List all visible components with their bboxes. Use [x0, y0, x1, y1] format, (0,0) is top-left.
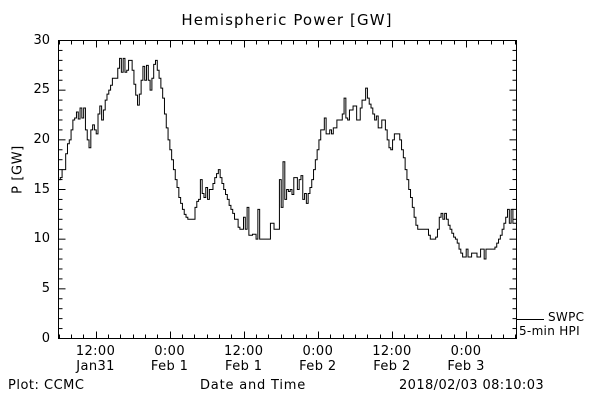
page-title: Hemispheric Power [GW]	[181, 11, 393, 29]
x-tick-label-date: Feb 3	[447, 359, 485, 374]
timestamp: 2018/02/03 08:10:03	[399, 378, 545, 393]
x-tick-label-time: 0:00	[154, 344, 186, 359]
x-tick-label-date: Feb 1	[150, 359, 189, 374]
x-axis-ticks	[59, 40, 516, 339]
y-tick-label: 10	[33, 231, 50, 247]
y-tick-label: 20	[33, 131, 50, 147]
x-tick-label-time: 12:00	[372, 344, 412, 359]
series-line-swpc-hpi	[58, 57, 517, 260]
x-tick-label-time: 0:00	[450, 344, 482, 359]
y-axis-ticks	[58, 40, 517, 339]
plot-credit: Plot: CCMC	[8, 378, 85, 393]
x-axis-label: Date and Time	[200, 378, 307, 393]
y-tick-label: 5	[41, 280, 50, 296]
legend-label-source: SWPC	[548, 310, 585, 324]
x-tick-label-date: Feb 2	[299, 359, 337, 374]
x-tick-label-time: 12:00	[75, 344, 116, 359]
data-series-group	[58, 57, 517, 260]
legend-label-product: 5-min HPI	[519, 324, 580, 338]
y-tick-label: 25	[33, 82, 50, 98]
x-tick-label-date: Feb 2	[373, 359, 411, 374]
y-tick-label: 30	[33, 32, 50, 48]
y-tick-label: 0	[41, 330, 50, 346]
x-tick-label-time: 0:00	[302, 344, 334, 359]
y-tick-label: 15	[33, 181, 50, 197]
x-tick-label-date: Feb 1	[225, 359, 263, 374]
x-tick-label-date: Jan31	[76, 359, 115, 374]
x-tick-label-time: 12:00	[224, 344, 264, 359]
